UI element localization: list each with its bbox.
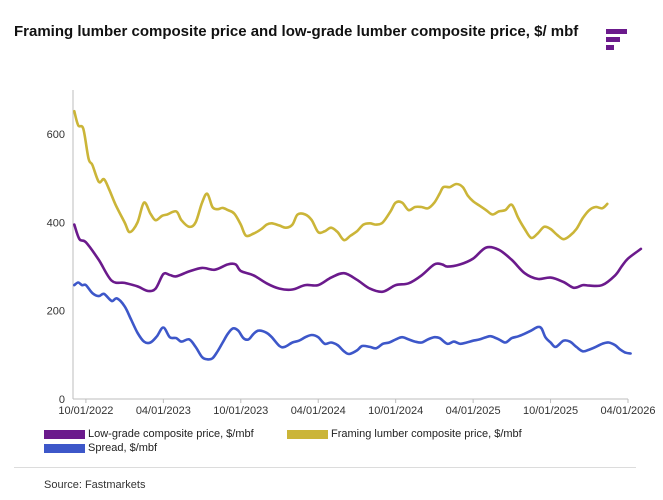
- x-tick-label: 04/01/2023: [136, 405, 191, 417]
- x-tick-label: 10/01/2024: [368, 405, 423, 417]
- x-tick-label: 04/01/2026: [600, 405, 655, 417]
- y-tick-label: 600: [47, 129, 65, 141]
- series-line-2: [73, 281, 632, 361]
- legend-label-framing: Framing lumber composite price, $/mbf: [331, 428, 522, 440]
- y-tick-label: 0: [59, 394, 65, 406]
- fastmarkets-logo-icon: [606, 29, 627, 50]
- legend-label-spread: Spread, $/mbf: [88, 442, 158, 454]
- x-tick-label: 04/01/2024: [291, 405, 346, 417]
- legend-item-spread: Spread, $/mbf: [44, 442, 157, 454]
- x-tick-label: 04/01/2025: [446, 405, 501, 417]
- chart-series: [73, 109, 643, 361]
- y-tick-label: 400: [47, 217, 65, 229]
- legend-label-low-grade: Low-grade composite price, $/mbf: [88, 428, 254, 440]
- chart-title: Framing lumber composite price and low-g…: [14, 23, 579, 40]
- footer-divider: [14, 467, 636, 468]
- x-tick-label: 10/01/2023: [213, 405, 268, 417]
- y-tick-label: 200: [47, 306, 65, 318]
- x-tick-label: 10/01/2025: [523, 405, 578, 417]
- legend-swatch-framing: [287, 429, 328, 439]
- chart-axes: 0 200 400 600 10/01/2022 04/01/2023 10/01/2023…: [47, 90, 656, 417]
- legend-item-framing: Framing lumber composite price, $/mbf: [287, 428, 522, 440]
- source-note: Source: Fastmarkets: [44, 479, 146, 491]
- legend-swatch-low-grade: [44, 429, 85, 439]
- x-tick-label: 10/01/2022: [58, 405, 113, 417]
- legend-swatch-spread: [44, 443, 85, 453]
- legend-item-low-grade: Low-grade composite price, $/mbf: [44, 428, 254, 440]
- line-chart: 0 200 400 600 10/01/2022 04/01/2023 10/01/2023…: [47, 90, 656, 417]
- series-line-0: [73, 223, 643, 294]
- series-line-1: [73, 109, 609, 242]
